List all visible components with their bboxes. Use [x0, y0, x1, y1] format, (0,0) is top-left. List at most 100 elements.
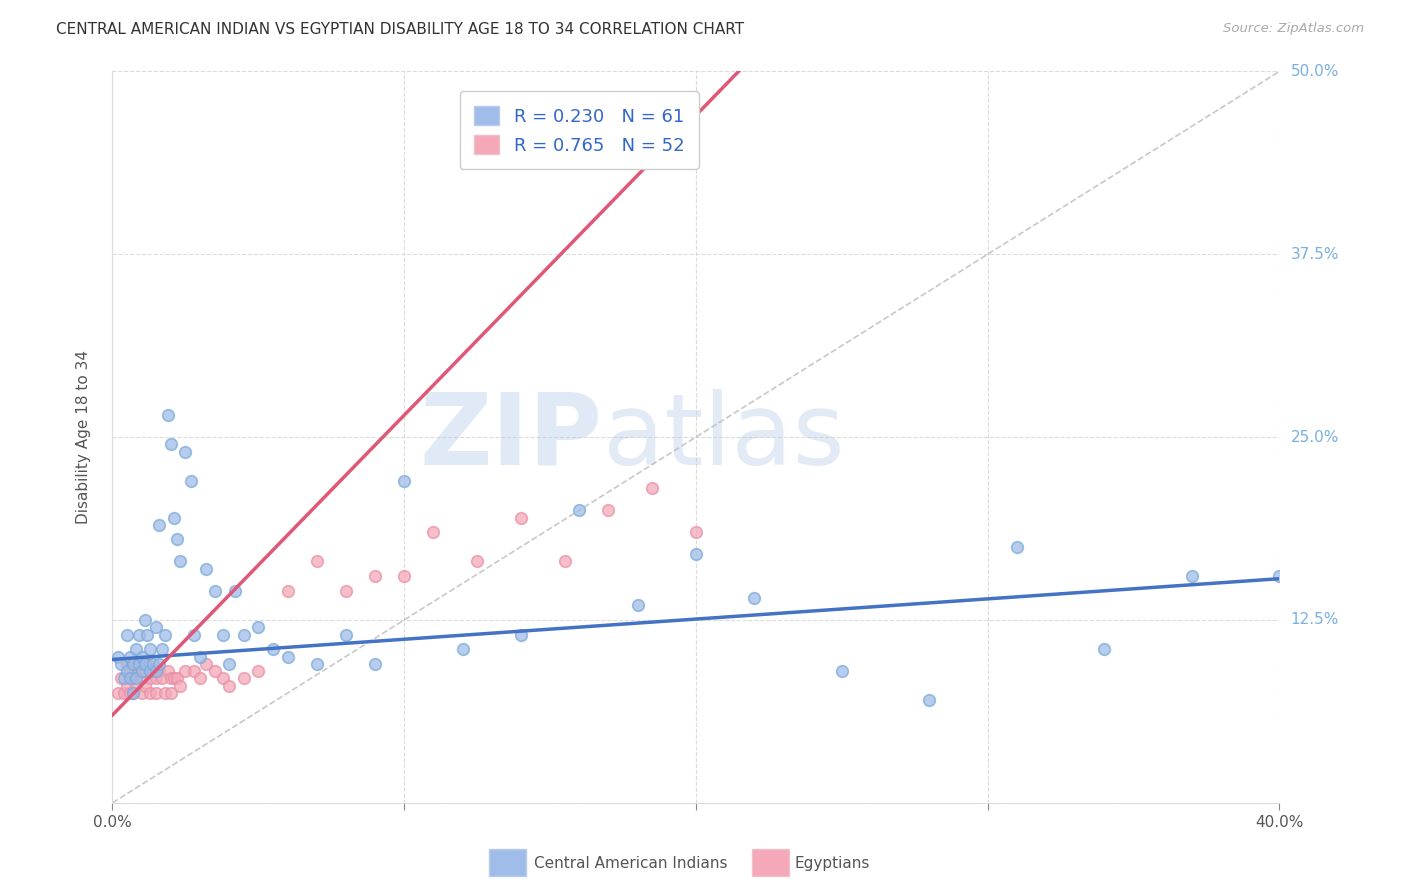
Point [394, 474, 416, 488]
Y-axis label: Disability Age 18 to 34: Disability Age 18 to 34 [76, 350, 91, 524]
Point [554, 554, 576, 568]
Point [156, 664, 179, 678]
Point [112, 672, 135, 686]
Point [465, 554, 488, 568]
Point [139, 686, 162, 700]
Point [125, 657, 148, 671]
Point [627, 599, 650, 613]
Point [183, 664, 205, 678]
Point [685, 525, 707, 540]
Point [139, 664, 162, 678]
Point [148, 657, 170, 671]
Point [110, 672, 132, 686]
Point [115, 627, 138, 641]
Point [174, 664, 197, 678]
Point [188, 672, 211, 686]
Point [451, 642, 474, 657]
Point [247, 620, 270, 634]
Point [232, 627, 254, 641]
Point [174, 444, 197, 458]
Point [118, 686, 141, 700]
Point [160, 437, 183, 451]
Point [335, 583, 357, 598]
Point [160, 686, 183, 700]
Point [224, 583, 246, 598]
Point [115, 679, 138, 693]
Point [918, 693, 941, 707]
Text: Central American Indians: Central American Indians [534, 856, 728, 871]
Point [163, 672, 186, 686]
Text: 50.0%: 50.0% [1291, 64, 1339, 78]
Point [118, 649, 141, 664]
Point [145, 686, 167, 700]
Point [125, 672, 148, 686]
Point [134, 657, 156, 671]
Point [115, 664, 138, 678]
Point [247, 664, 270, 678]
Point [1094, 642, 1116, 657]
Point [122, 672, 145, 686]
Point [139, 642, 162, 657]
Point [1005, 540, 1028, 554]
Point [641, 481, 664, 495]
Point [134, 613, 156, 627]
Point [422, 525, 444, 540]
Point [305, 554, 328, 568]
Point [685, 547, 707, 561]
Point [122, 686, 145, 700]
Point [188, 649, 211, 664]
Point [218, 657, 240, 671]
Point [194, 657, 217, 671]
Point [125, 642, 148, 657]
Point [509, 627, 531, 641]
Point [160, 672, 183, 686]
Point [145, 620, 167, 634]
Point [218, 679, 240, 693]
Point [107, 649, 129, 664]
Point [831, 664, 853, 678]
Point [136, 627, 159, 641]
Point [212, 672, 235, 686]
Legend: R = 0.230   N = 61, R = 0.765   N = 52: R = 0.230 N = 61, R = 0.765 N = 52 [460, 91, 699, 169]
Point [232, 672, 254, 686]
Point [131, 664, 153, 678]
Point [156, 408, 179, 422]
Point [166, 672, 188, 686]
Point [509, 510, 531, 524]
Point [276, 649, 298, 664]
Point [742, 591, 765, 605]
Point [128, 664, 150, 678]
Point [122, 657, 145, 671]
Point [139, 672, 162, 686]
Text: CENTRAL AMERICAN INDIAN VS EGYPTIAN DISABILITY AGE 18 TO 34 CORRELATION CHART: CENTRAL AMERICAN INDIAN VS EGYPTIAN DISA… [56, 22, 744, 37]
Point [163, 510, 186, 524]
Point [150, 642, 173, 657]
Point [115, 657, 138, 671]
Point [153, 627, 176, 641]
Text: atlas: atlas [603, 389, 844, 485]
Text: ZIP: ZIP [420, 389, 603, 485]
Point [1181, 569, 1204, 583]
Point [568, 503, 591, 517]
Point [145, 664, 167, 678]
Point [118, 664, 141, 678]
Point [145, 672, 167, 686]
Point [153, 686, 176, 700]
Text: 37.5%: 37.5% [1291, 247, 1339, 261]
Point [212, 627, 235, 641]
Point [166, 533, 188, 547]
Point [262, 642, 284, 657]
Point [394, 569, 416, 583]
Point [128, 657, 150, 671]
Point [131, 672, 153, 686]
Point [335, 627, 357, 641]
Point [305, 657, 328, 671]
Point [276, 583, 298, 598]
Point [180, 474, 202, 488]
Point [183, 627, 205, 641]
Point [125, 679, 148, 693]
Point [1268, 569, 1291, 583]
Point [142, 664, 165, 678]
Point [148, 664, 170, 678]
Point [110, 657, 132, 671]
